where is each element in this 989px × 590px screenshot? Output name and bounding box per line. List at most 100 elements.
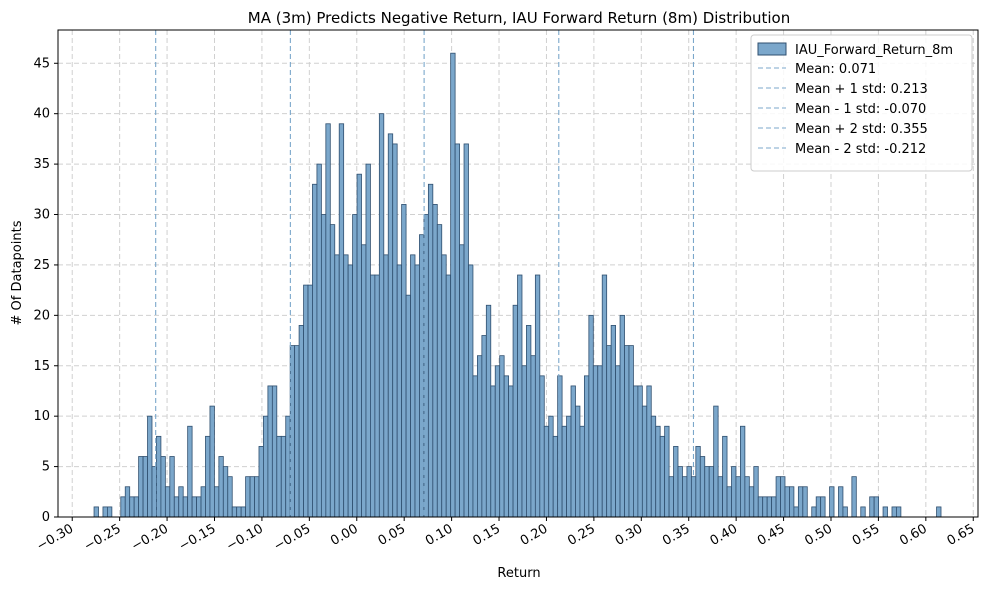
x-tick-label: 0.00 <box>328 521 361 548</box>
histogram-bar <box>445 274 452 518</box>
histogram-bar <box>352 214 358 518</box>
histogram-bar <box>494 365 501 518</box>
histogram-bar <box>784 486 790 518</box>
legend-frame <box>750 34 973 172</box>
histogram-bar <box>254 476 260 518</box>
histogram-bar <box>722 435 728 518</box>
histogram-bar <box>307 284 313 518</box>
histogram-bar <box>695 446 701 518</box>
histogram-bar <box>459 244 465 518</box>
histogram-bar <box>334 254 340 518</box>
histogram-bar <box>387 133 394 518</box>
x-tick-label: −0.20 <box>129 521 171 554</box>
histogram-bar <box>570 385 576 518</box>
histogram-bar <box>396 264 403 518</box>
histogram-bar <box>490 385 496 518</box>
histogram-bar <box>793 506 799 518</box>
histogram-bar <box>659 435 666 518</box>
histogram-bar <box>213 486 220 518</box>
histogram-bar <box>610 325 616 518</box>
x-tick-label: 0.35 <box>660 521 693 548</box>
histogram-bar <box>196 496 202 518</box>
histogram-bar <box>771 496 777 518</box>
histogram-bar <box>182 496 189 518</box>
histogram-bar <box>138 456 144 518</box>
y-tick-label: 15 <box>33 359 50 374</box>
histogram-bar <box>120 496 126 518</box>
x-axis-label: Return <box>497 566 540 581</box>
histogram-bar <box>820 496 826 518</box>
histogram-bar <box>624 345 630 518</box>
x-tick-label: 0.05 <box>376 521 409 548</box>
histogram-bar <box>708 466 715 518</box>
histogram-bar <box>414 264 420 518</box>
y-tick-label: 40 <box>33 107 50 122</box>
plot-frame <box>57 29 979 518</box>
histogram-bar <box>365 163 371 518</box>
histogram-bar <box>615 365 621 518</box>
histogram-bar <box>842 506 848 518</box>
x-tick-label: 0.50 <box>802 521 835 548</box>
histogram-bar <box>187 425 193 518</box>
histogram-bar <box>521 365 527 518</box>
histogram-bar <box>731 466 737 518</box>
legend: IAU_Forward_Return_8m Mean: 0.071 Mean + … <box>750 34 973 172</box>
histogram-bar <box>704 466 710 518</box>
histogram-bar <box>356 173 362 518</box>
x-tick-label: −0.25 <box>82 521 124 554</box>
histogram-bar <box>637 385 643 518</box>
histogram-bar <box>740 425 746 518</box>
chart-title: MA (3m) Predicts Negative Return, IAU Fo… <box>248 9 790 27</box>
histogram-bar <box>485 304 492 518</box>
histogram-bar <box>142 456 148 518</box>
histogram-bar <box>419 234 425 518</box>
x-tick-label: 0.20 <box>518 521 551 548</box>
histogram-bar <box>668 476 674 518</box>
histogram-bar <box>249 476 255 518</box>
histogram-bar <box>869 496 875 518</box>
histogram-bar <box>655 425 661 518</box>
histogram-bar <box>347 264 353 518</box>
histogram-bar <box>338 123 345 518</box>
histogram-bar <box>312 183 318 518</box>
x-axis-ticks: −0.30 −0.25 −0.20 −0.15 −0.10 −0.05 0.00 0.05 0.… <box>34 517 977 554</box>
histogram-bar <box>789 486 795 518</box>
y-tick-label: 10 <box>33 409 50 424</box>
histogram-bar <box>263 415 269 518</box>
histogram-bar <box>320 214 327 518</box>
histogram-bar <box>530 355 536 518</box>
y-tick-label: 30 <box>33 208 50 223</box>
histogram-bar <box>173 496 180 518</box>
legend-label-stat: Mean + 2 std: 0.355 <box>795 122 928 137</box>
x-tick-label: 0.25 <box>565 521 598 548</box>
legend-label-stat: Mean - 1 std: -0.070 <box>795 102 926 117</box>
histogram-bar <box>726 486 732 518</box>
histogram-bar <box>757 496 764 518</box>
histogram-bar <box>481 335 487 518</box>
histogram-bar <box>566 415 572 518</box>
histogram-bar <box>512 304 518 518</box>
y-axis-label: # Of Datapoints <box>10 220 25 325</box>
histogram-bar <box>664 425 670 518</box>
x-tick-label: 0.40 <box>708 521 741 548</box>
histogram-bar <box>882 506 888 518</box>
histogram-bar <box>222 466 229 518</box>
histogram-bar <box>191 496 197 518</box>
histogram-bar <box>762 496 768 518</box>
histogram-bar <box>374 274 380 518</box>
histogram-bar <box>236 506 242 518</box>
histogram-bar <box>650 415 657 518</box>
histogram-bar <box>472 375 478 518</box>
x-tick-label: 0.60 <box>897 521 930 548</box>
histogram-bar <box>285 415 291 518</box>
histogram-bar <box>713 405 719 518</box>
histogram-bar <box>717 476 723 518</box>
histogram-bar <box>633 385 639 518</box>
y-tick-label: 45 <box>33 56 50 71</box>
histogram-bar <box>699 456 706 518</box>
histogram-bar <box>588 314 594 518</box>
histogram-bar <box>427 183 434 518</box>
histogram-bar <box>93 506 99 518</box>
histogram-bar <box>753 466 759 518</box>
